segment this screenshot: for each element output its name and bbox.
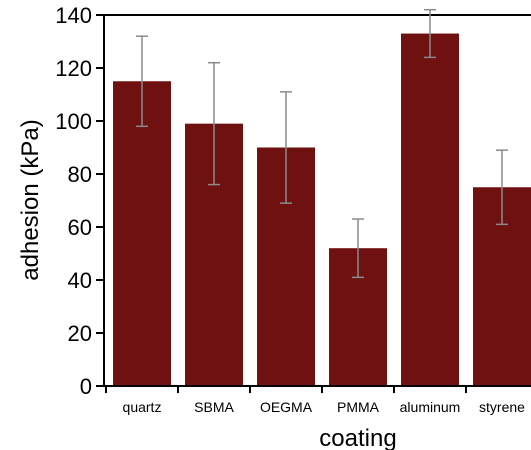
y-tick-label-80: 80 bbox=[68, 162, 92, 187]
y-tick-label-40: 40 bbox=[68, 268, 92, 293]
x-tick-label-sbma: SBMA bbox=[194, 399, 234, 415]
y-tick-label-60: 60 bbox=[68, 215, 92, 240]
x-tick-label-pmma: PMMA bbox=[337, 399, 380, 415]
x-tick-label-styrene: styrene bbox=[479, 399, 525, 415]
bar-aluminum bbox=[401, 33, 459, 387]
x-tick-label-aluminum: aluminum bbox=[400, 399, 461, 415]
y-tick-label-140: 140 bbox=[55, 3, 92, 28]
x-axis-ticks: quartz SBMA OEGMA PMMA aluminum styrene bbox=[105, 386, 525, 415]
x-tick-label-quartz: quartz bbox=[123, 399, 162, 415]
y-tick-label-20: 20 bbox=[68, 321, 92, 346]
y-tick-label-0: 0 bbox=[80, 374, 92, 399]
error-bars bbox=[136, 8, 508, 279]
y-axis-label: adhesion (kPa) bbox=[17, 119, 44, 280]
y-axis-ticks: 0 20 40 60 80 100 120 140 bbox=[55, 3, 104, 399]
bar-quartz bbox=[113, 81, 171, 386]
y-tick-label-120: 120 bbox=[55, 56, 92, 81]
x-axis-label: coating bbox=[319, 425, 396, 450]
y-tick-label-100: 100 bbox=[55, 109, 92, 134]
x-tick-label-oegma: OEGMA bbox=[260, 399, 313, 415]
bars bbox=[113, 33, 531, 387]
